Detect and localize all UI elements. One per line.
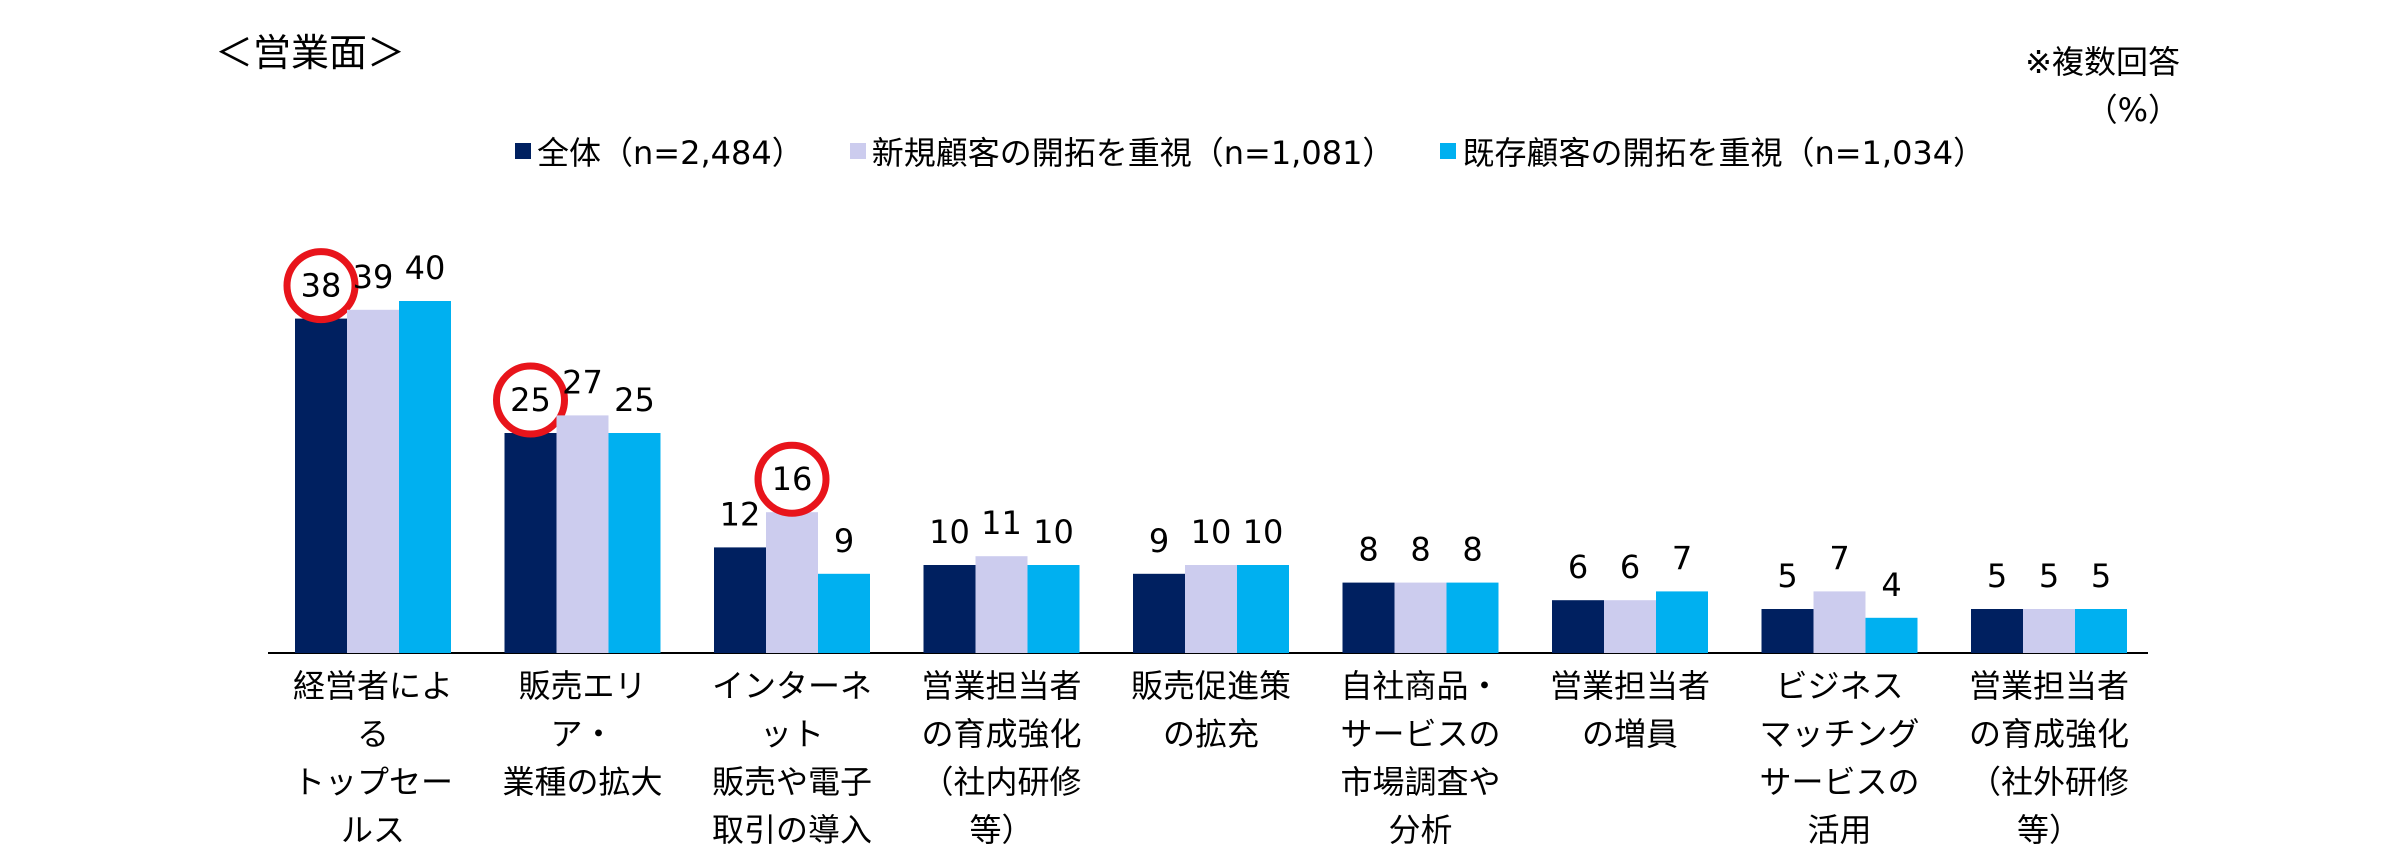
- legend-swatch-total: [515, 143, 531, 159]
- category-label: 販売促進策 の拡充: [1130, 667, 1291, 753]
- legend-item-total: 全体（n=2,484）: [515, 128, 804, 174]
- bar: [1133, 573, 1185, 653]
- legend-label-existing-customers: 既存顧客の開拓を重視（n=1,034）: [1462, 134, 1986, 172]
- bar: [399, 301, 451, 653]
- legend-item-existing-customers: 既存顧客の開拓を重視（n=1,034）: [1440, 128, 1985, 174]
- highlight-circle: [754, 441, 830, 517]
- data-label: 25: [614, 381, 655, 419]
- bar: [714, 547, 766, 653]
- data-label: 6: [1620, 548, 1640, 586]
- data-label: 5: [2091, 557, 2111, 595]
- data-label: 4: [1881, 566, 1901, 604]
- section-heading: ＜営業面＞: [215, 31, 406, 75]
- bar: [1185, 565, 1237, 653]
- data-label: 10: [1243, 513, 1284, 551]
- data-label: 39: [353, 258, 394, 296]
- data-label: 7: [1672, 539, 1692, 577]
- legend: 全体（n=2,484） 新規顧客の開拓を重視（n=1,081） 既存顧客の開拓を…: [515, 128, 1985, 174]
- bar: [1552, 600, 1604, 653]
- category-label: 営業担当者 の増員: [1549, 667, 1710, 753]
- bar: [1656, 591, 1708, 653]
- bar: [1761, 609, 1814, 653]
- bar: [295, 318, 347, 653]
- bar: [556, 415, 609, 653]
- bar: [1971, 609, 2023, 653]
- multiple-answer-note: ※複数回答: [2025, 43, 2180, 81]
- bar: [923, 565, 976, 653]
- bar: [1394, 582, 1447, 653]
- data-label: 9: [1149, 522, 1169, 560]
- category-label: 営業担当者 の育成強化 （社内研修等）: [921, 667, 1082, 849]
- category-label: 経営者による トップセールス: [292, 667, 453, 849]
- data-label: 5: [1777, 557, 1797, 595]
- data-label: 5: [1987, 557, 2007, 595]
- category-label: ビジネス マッチング サービスの 活用: [1759, 667, 1920, 849]
- data-label: 8: [1462, 531, 1482, 569]
- data-label: 10: [929, 513, 970, 551]
- data-label: 8: [1410, 531, 1430, 569]
- data-label: 10: [1033, 513, 1074, 551]
- bar: [608, 433, 661, 653]
- bar: [504, 433, 557, 653]
- category-label: 販売エリア・ 業種の拡大: [502, 667, 663, 801]
- data-label: 10: [1191, 513, 1232, 551]
- bar: [1237, 565, 1289, 653]
- data-label: 9: [834, 522, 854, 560]
- legend-item-new-customers: 新規顧客の開拓を重視（n=1,081）: [849, 128, 1395, 174]
- data-label: 38: [301, 267, 342, 305]
- legend-label-new-customers: 新規顧客の開拓を重視（n=1,081）: [871, 134, 1395, 172]
- data-label: 8: [1358, 531, 1378, 569]
- bar: [1604, 600, 1656, 653]
- bar: [347, 309, 399, 653]
- bar: [766, 512, 818, 653]
- data-label: 6: [1568, 548, 1588, 586]
- bar: [2075, 609, 2127, 653]
- category-label: インターネット 販売や電子 取引の導入: [711, 667, 872, 849]
- bar: [1027, 565, 1080, 653]
- data-label: 25: [510, 381, 551, 419]
- note: ※複数回答 （%）: [2025, 38, 2180, 134]
- bar: [1342, 582, 1395, 653]
- bar: [2023, 609, 2075, 653]
- data-label: 11: [981, 504, 1022, 542]
- data-label: 40: [405, 249, 446, 287]
- legend-swatch-new-customers: [849, 143, 866, 159]
- data-label: 12: [720, 495, 761, 533]
- data-label: 16: [772, 460, 813, 498]
- bar: [975, 556, 1028, 653]
- data-label: 27: [562, 363, 603, 401]
- bar: [1446, 582, 1499, 653]
- bar: [818, 573, 870, 653]
- bar: [1813, 591, 1866, 653]
- data-label: 5: [2039, 557, 2059, 595]
- category-label: 自社商品・ サービスの 市場調査や 分析: [1340, 667, 1501, 849]
- legend-swatch-existing-customers: [1440, 143, 1457, 159]
- highlight-circle: [283, 248, 359, 324]
- data-label: 7: [1829, 539, 1849, 577]
- legend-label-total: 全体（n=2,484）: [537, 134, 804, 172]
- bar: [1865, 617, 1918, 653]
- unit-note: （%）: [2085, 91, 2180, 129]
- category-label: 営業担当者 の育成強化 （社外研修等）: [1968, 667, 2129, 849]
- highlight-circle: [493, 362, 568, 438]
